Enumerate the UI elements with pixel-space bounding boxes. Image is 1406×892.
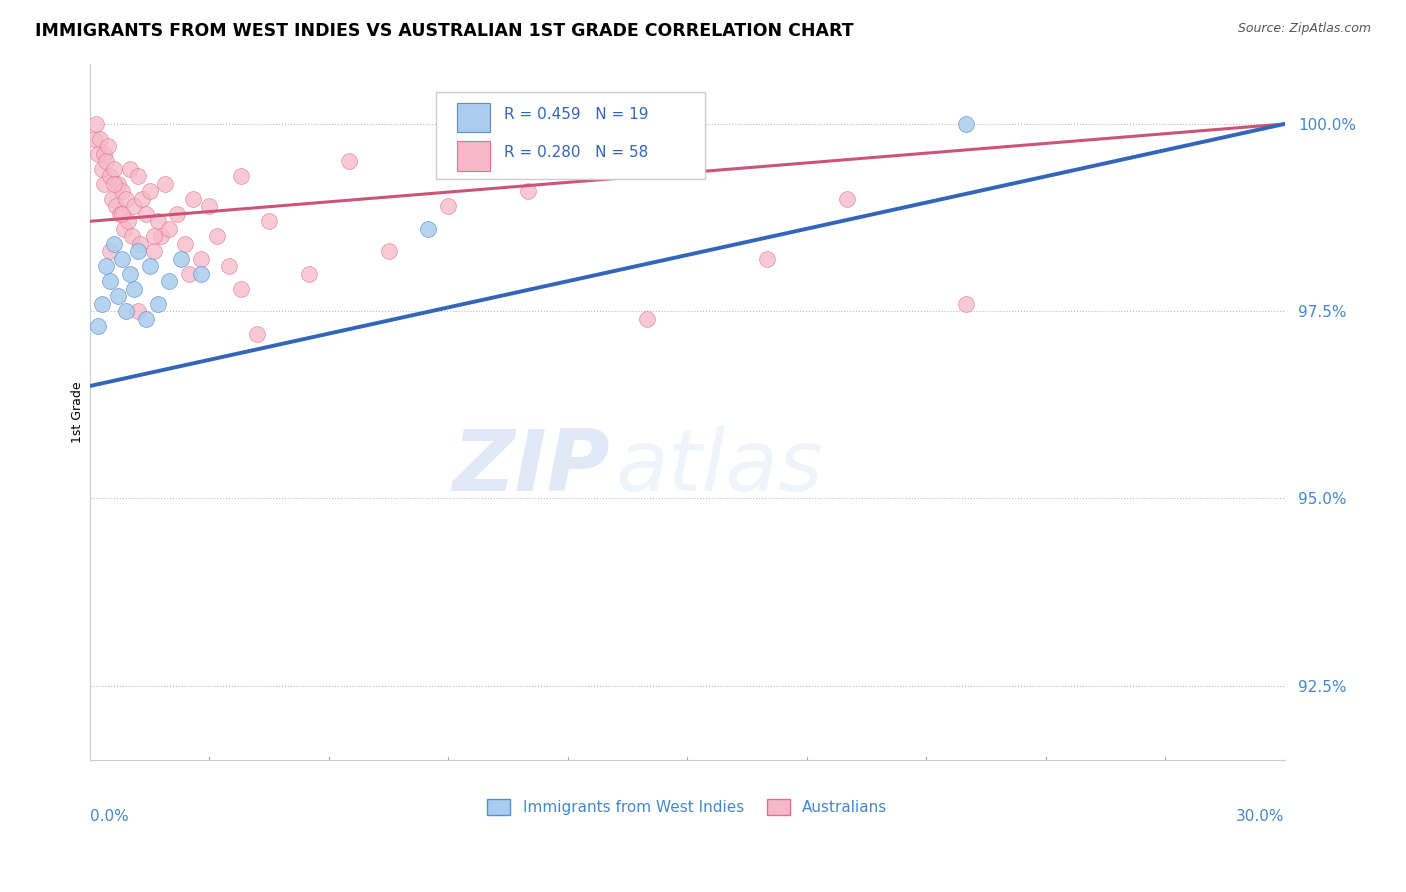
Point <box>122 199 145 213</box>
Point <box>155 177 177 191</box>
Text: R = 0.459   N = 19: R = 0.459 N = 19 <box>505 107 650 121</box>
Point <box>337 154 360 169</box>
Point <box>636 311 658 326</box>
Point <box>142 229 165 244</box>
Point <box>955 296 977 310</box>
Point <box>755 252 778 266</box>
FancyBboxPatch shape <box>436 92 706 179</box>
Point <box>218 259 240 273</box>
Point <box>127 304 149 318</box>
Point <box>159 221 181 235</box>
Text: IMMIGRANTS FROM WEST INDIES VS AUSTRALIAN 1ST GRADE CORRELATION CHART: IMMIGRANTS FROM WEST INDIES VS AUSTRALIA… <box>35 22 853 40</box>
Legend: Immigrants from West Indies, Australians: Immigrants from West Indies, Australians <box>488 799 887 815</box>
Point <box>87 147 110 161</box>
Point <box>94 259 117 273</box>
Point <box>103 236 125 251</box>
Point <box>179 267 201 281</box>
Point <box>835 192 858 206</box>
Point <box>231 169 253 184</box>
Point <box>166 207 188 221</box>
Point <box>131 192 153 206</box>
Point <box>94 154 117 169</box>
Point <box>127 169 149 184</box>
Point <box>174 236 197 251</box>
Point <box>114 192 136 206</box>
Point <box>142 244 165 259</box>
Point <box>83 132 105 146</box>
Point <box>516 185 538 199</box>
Point <box>114 304 136 318</box>
Text: atlas: atlas <box>616 426 824 509</box>
Point <box>121 229 143 244</box>
Point <box>170 252 193 266</box>
Point <box>231 282 253 296</box>
Point <box>207 229 229 244</box>
Point <box>118 161 141 176</box>
Point <box>418 221 440 235</box>
Point <box>111 252 134 266</box>
Point <box>107 177 129 191</box>
Point <box>98 169 121 184</box>
Point <box>377 244 399 259</box>
Point <box>146 296 169 310</box>
Point <box>97 139 120 153</box>
Point <box>135 207 157 221</box>
Text: ZIP: ZIP <box>451 426 610 509</box>
Point <box>150 229 173 244</box>
Point <box>107 289 129 303</box>
Point <box>135 311 157 326</box>
Y-axis label: 1st Grade: 1st Grade <box>72 382 84 443</box>
Point <box>87 319 110 334</box>
Point <box>138 259 160 273</box>
Point <box>246 326 269 341</box>
Point <box>117 214 139 228</box>
Point <box>138 185 160 199</box>
Point <box>93 177 115 191</box>
Point <box>159 274 181 288</box>
Point <box>98 244 121 259</box>
Point <box>437 199 460 213</box>
Point <box>111 207 134 221</box>
FancyBboxPatch shape <box>457 142 491 170</box>
Text: 0.0%: 0.0% <box>90 809 128 824</box>
Point <box>90 296 112 310</box>
Point <box>84 117 107 131</box>
Point <box>104 199 127 213</box>
Text: Source: ZipAtlas.com: Source: ZipAtlas.com <box>1237 22 1371 36</box>
Point <box>955 117 977 131</box>
Point <box>128 236 150 251</box>
Point <box>257 214 280 228</box>
Point <box>89 132 111 146</box>
Point <box>111 185 134 199</box>
Point <box>118 267 141 281</box>
Point <box>93 147 115 161</box>
Point <box>108 207 131 221</box>
Text: 30.0%: 30.0% <box>1236 809 1285 824</box>
Point <box>198 199 221 213</box>
Point <box>112 221 135 235</box>
Point <box>103 161 125 176</box>
Point <box>98 274 121 288</box>
Point <box>127 244 149 259</box>
Point <box>190 267 212 281</box>
Text: R = 0.280   N = 58: R = 0.280 N = 58 <box>505 145 648 160</box>
Point <box>103 177 125 191</box>
Point <box>190 252 212 266</box>
FancyBboxPatch shape <box>457 103 491 132</box>
Point <box>298 267 321 281</box>
Point <box>122 282 145 296</box>
Point <box>90 161 112 176</box>
Point <box>183 192 205 206</box>
Point <box>100 192 122 206</box>
Point <box>146 214 169 228</box>
